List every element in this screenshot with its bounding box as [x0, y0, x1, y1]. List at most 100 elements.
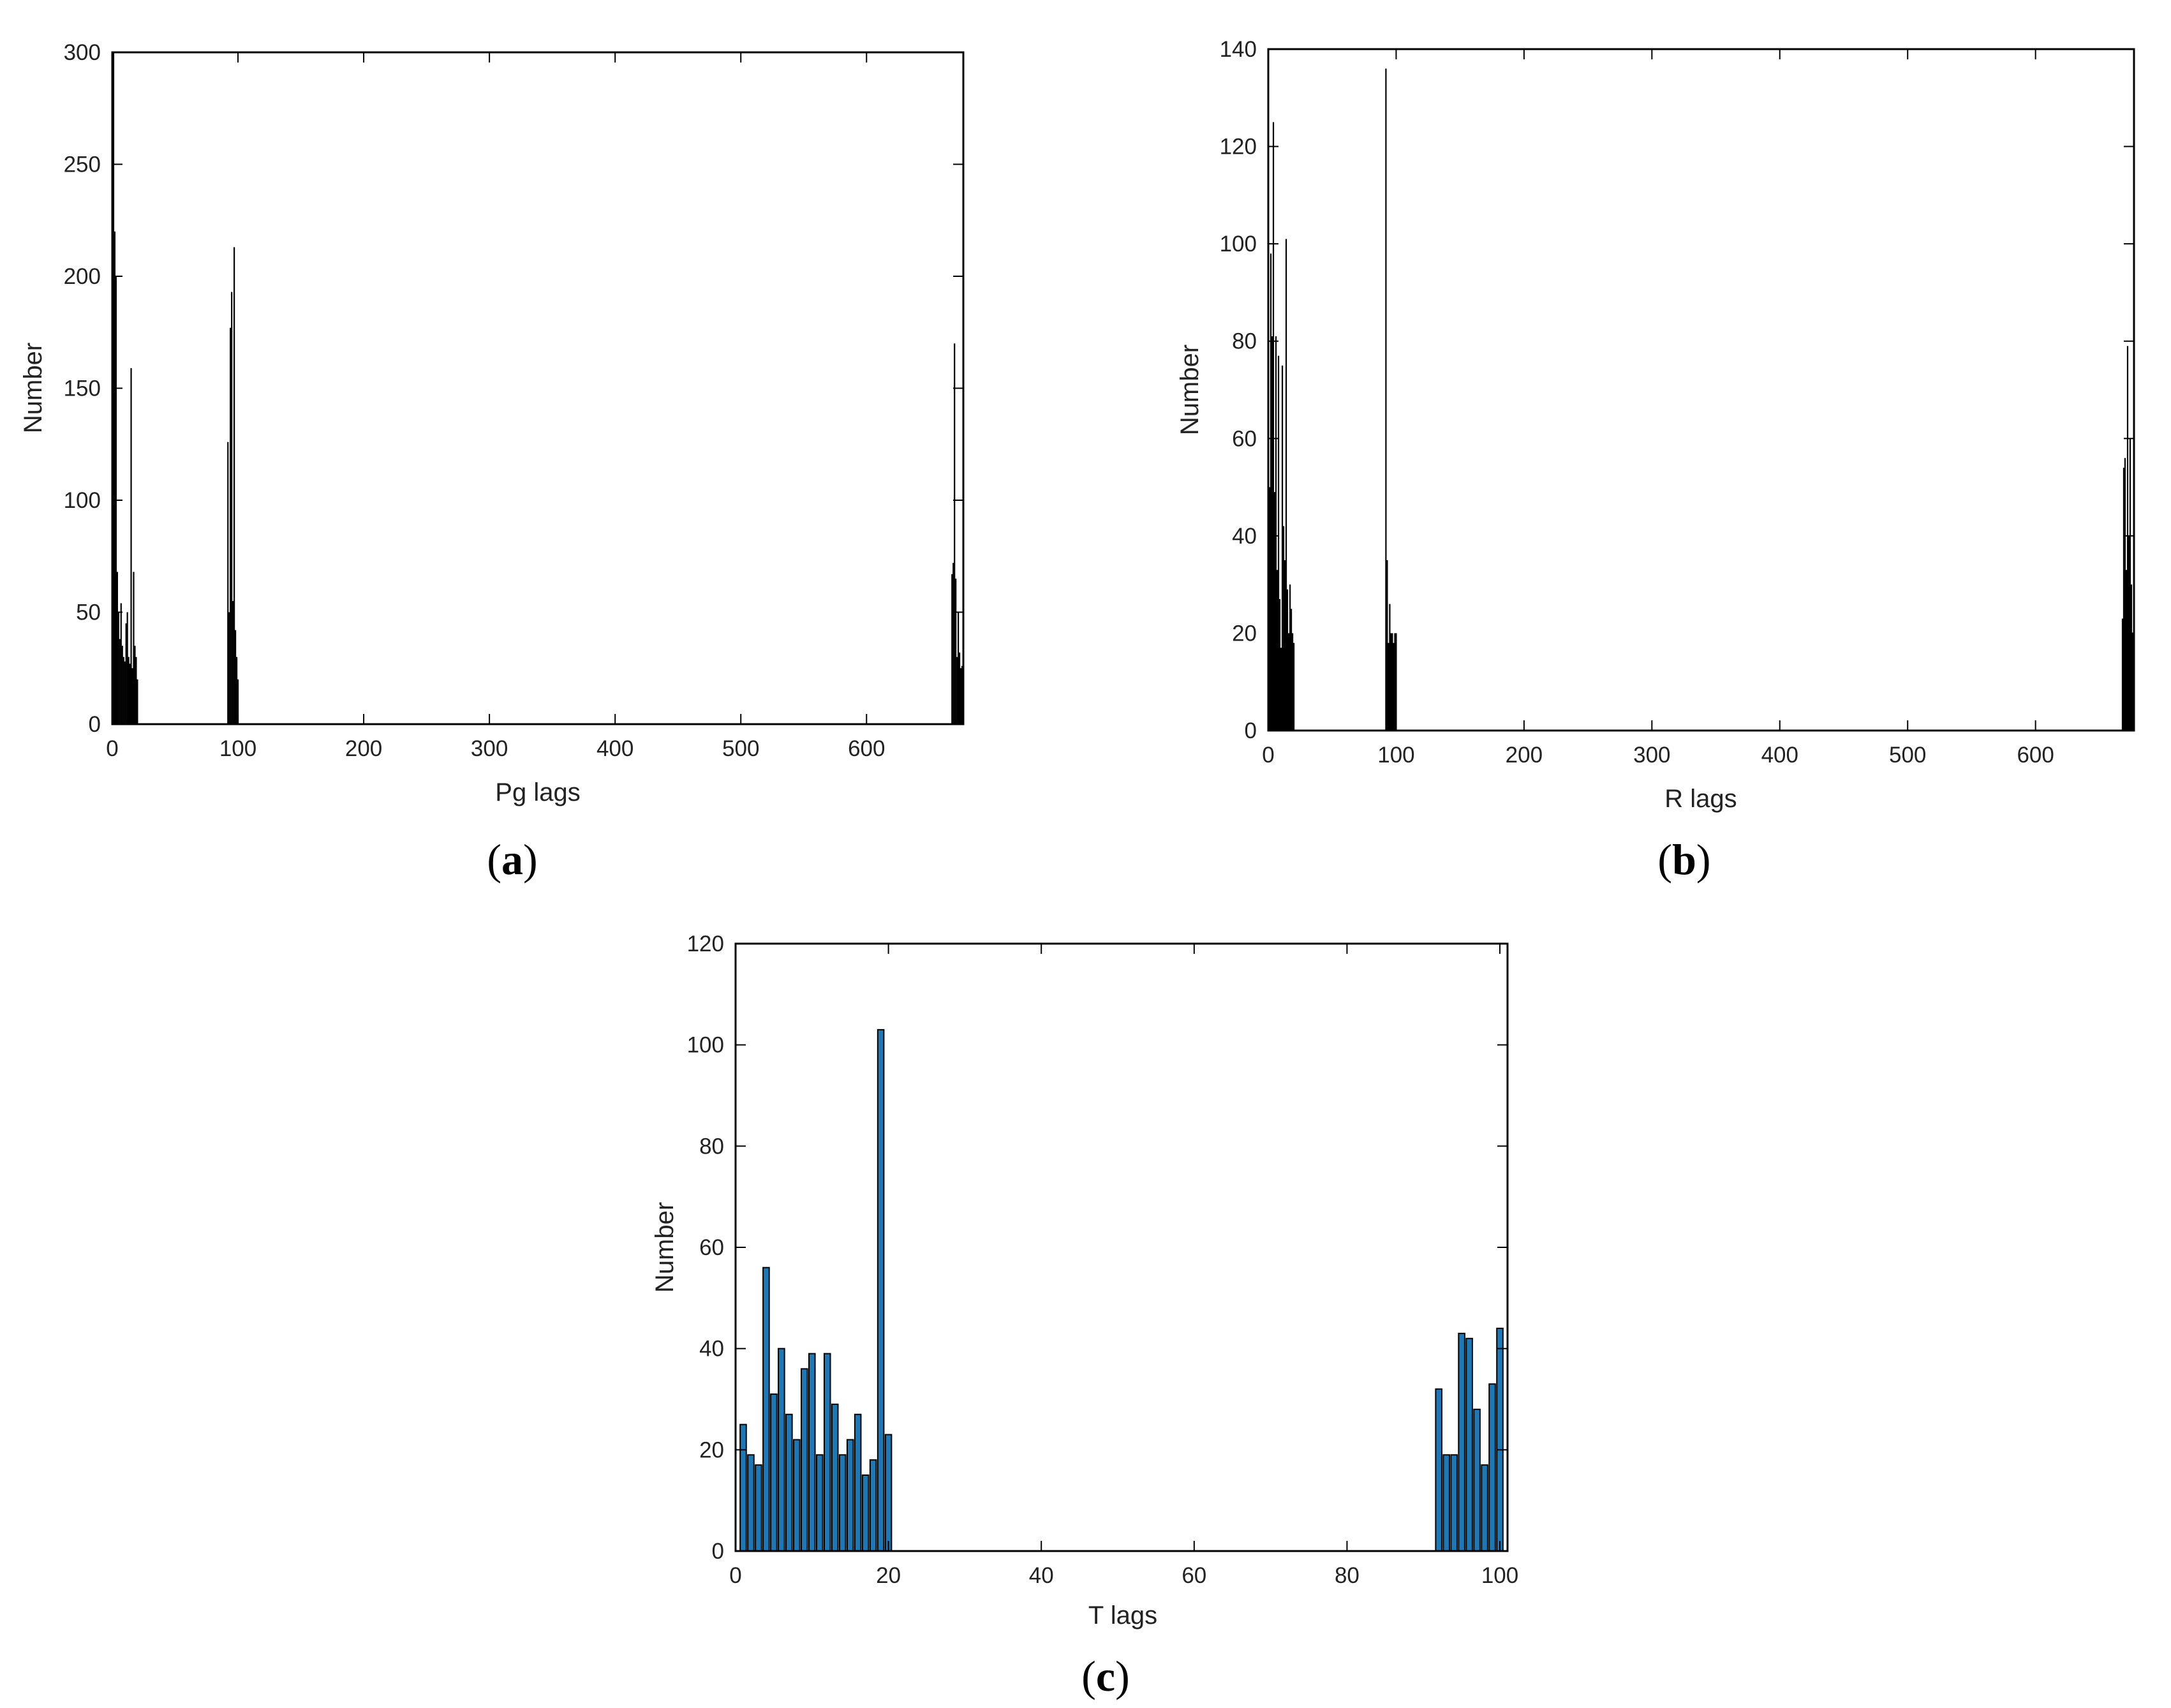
bars-c	[739, 1029, 1504, 1552]
y-tick-label: 50	[76, 600, 101, 625]
bar-a-12	[126, 612, 128, 724]
x-tick-label: 20	[876, 1563, 901, 1588]
y-tick-label: 200	[64, 264, 101, 289]
bar-b-97	[1391, 633, 1393, 731]
bar-b-668	[2121, 618, 2124, 731]
bar-b-96	[1390, 633, 1392, 731]
y-tick-label: 20	[699, 1437, 724, 1462]
x-tick-label: 0	[1262, 743, 1274, 768]
y-tick-label: 60	[1232, 426, 1257, 451]
x-ticks-c: 0 20 40 60 80 100	[729, 944, 1518, 1588]
bar-a-670	[954, 343, 956, 724]
plot-area-a	[112, 52, 963, 724]
x-tick-label: 400	[596, 736, 634, 761]
bar-b-98	[1393, 642, 1395, 731]
x-axis-label-a: Pg lags	[495, 778, 580, 806]
bar-b-675	[2130, 584, 2133, 731]
bar-a-20	[137, 679, 138, 724]
bar-c-5	[770, 1393, 778, 1552]
bar-b-9	[1278, 599, 1281, 731]
chart-panel-b: 0 100 200 300 400 500 600 0 20 40 60 80 100 120 140 R…	[1176, 37, 2135, 884]
chart-panel-c: 0 20 40 60 80 100 0 20 40 60 80 100 120 T lags Numb…	[651, 932, 1518, 1700]
x-ticks-a: 0 100 200 300 400 500 600	[106, 52, 885, 761]
bar-b-10	[1280, 648, 1282, 731]
bar-b-5	[1273, 492, 1276, 731]
bar-a-669	[952, 563, 954, 724]
bar-b-14	[1285, 239, 1287, 731]
bar-b-670	[2124, 457, 2126, 731]
y-tick-label: 150	[64, 376, 101, 401]
bar-a-7	[120, 603, 122, 724]
bar-a-94	[230, 327, 232, 724]
bar-b-17	[1289, 584, 1291, 731]
bar-c-8	[793, 1439, 801, 1552]
y-tick-label: 0	[1245, 718, 1257, 743]
y-ticks-b: 0 20 40 60 80 100 120 140	[1220, 37, 2134, 743]
x-tick-label: 100	[1377, 743, 1414, 768]
x-tick-label: 0	[106, 736, 118, 761]
bar-b-11	[1281, 365, 1284, 731]
x-tick-label: 300	[471, 736, 508, 761]
y-axis-label-b: Number	[1176, 345, 1204, 435]
x-tick-label: 80	[1335, 1563, 1360, 1588]
bar-b-671	[2125, 570, 2128, 731]
y-tick-label: 0	[89, 712, 101, 737]
bar-b-4	[1272, 122, 1275, 731]
bar-a-92	[227, 442, 229, 724]
bar-a-11	[125, 623, 127, 724]
bar-b-18	[1290, 609, 1293, 731]
y-tick-label: 120	[1220, 135, 1257, 160]
bar-a-96	[232, 600, 234, 724]
bar-b-8	[1277, 355, 1280, 731]
bar-c-11	[815, 1454, 824, 1552]
bar-b-19	[1291, 633, 1294, 731]
x-tick-label: 200	[1506, 743, 1543, 768]
panel-letter-c: c	[1096, 1652, 1115, 1700]
x-ticks-b: 0 100 200 300 400 500 600	[1262, 49, 2054, 768]
x-tick-label: 300	[1633, 743, 1670, 768]
plot-area-c	[736, 944, 1508, 1551]
bar-a-17	[133, 572, 135, 724]
bar-c-6	[778, 1348, 785, 1552]
bars-b	[1268, 68, 2134, 731]
bar-a-676	[961, 665, 963, 724]
bar-c-100	[1496, 1327, 1504, 1552]
bar-c-94	[1450, 1454, 1458, 1552]
x-axis-label-b: R lags	[1664, 785, 1737, 813]
bar-c-92	[1435, 1388, 1442, 1552]
bar-c-12	[823, 1353, 831, 1552]
y-tick-label: 120	[687, 932, 724, 956]
bar-c-2	[747, 1454, 755, 1552]
y-tick-label: 40	[699, 1337, 724, 1362]
bar-b-92	[1385, 68, 1387, 731]
x-tick-label: 200	[345, 736, 382, 761]
bar-c-14	[838, 1454, 847, 1552]
bar-a-15	[130, 368, 132, 724]
bar-b-15	[1286, 589, 1289, 731]
bar-b-95	[1389, 604, 1391, 731]
bar-a-668	[951, 574, 953, 724]
bar-a-673	[958, 612, 960, 724]
bar-c-98	[1481, 1464, 1488, 1552]
x-tick-label: 100	[1481, 1563, 1518, 1588]
bar-c-99	[1488, 1383, 1496, 1552]
bar-c-19	[877, 1029, 885, 1552]
y-tick-label: 100	[1220, 232, 1257, 256]
y-axis-label-c: Number	[651, 1202, 679, 1293]
y-tick-label: 80	[1232, 329, 1257, 354]
bar-b-6	[1275, 336, 1277, 731]
plot-area-b	[1268, 49, 2134, 731]
y-tick-label: 100	[64, 488, 101, 513]
x-tick-label: 40	[1029, 1563, 1054, 1588]
panel-label-a: (a)	[487, 835, 537, 884]
bar-a-2	[114, 231, 116, 724]
bar-b-16	[1287, 633, 1290, 731]
bar-a-4	[116, 572, 118, 724]
bar-a-674	[958, 652, 961, 724]
panel-letter-b: b	[1672, 835, 1696, 884]
panel-label-c: (c)	[1081, 1652, 1130, 1700]
bar-b-1	[1268, 487, 1271, 731]
panel-letter-a: a	[501, 835, 523, 884]
y-tick-label: 20	[1232, 621, 1257, 646]
y-tick-label: 140	[1220, 37, 1257, 62]
